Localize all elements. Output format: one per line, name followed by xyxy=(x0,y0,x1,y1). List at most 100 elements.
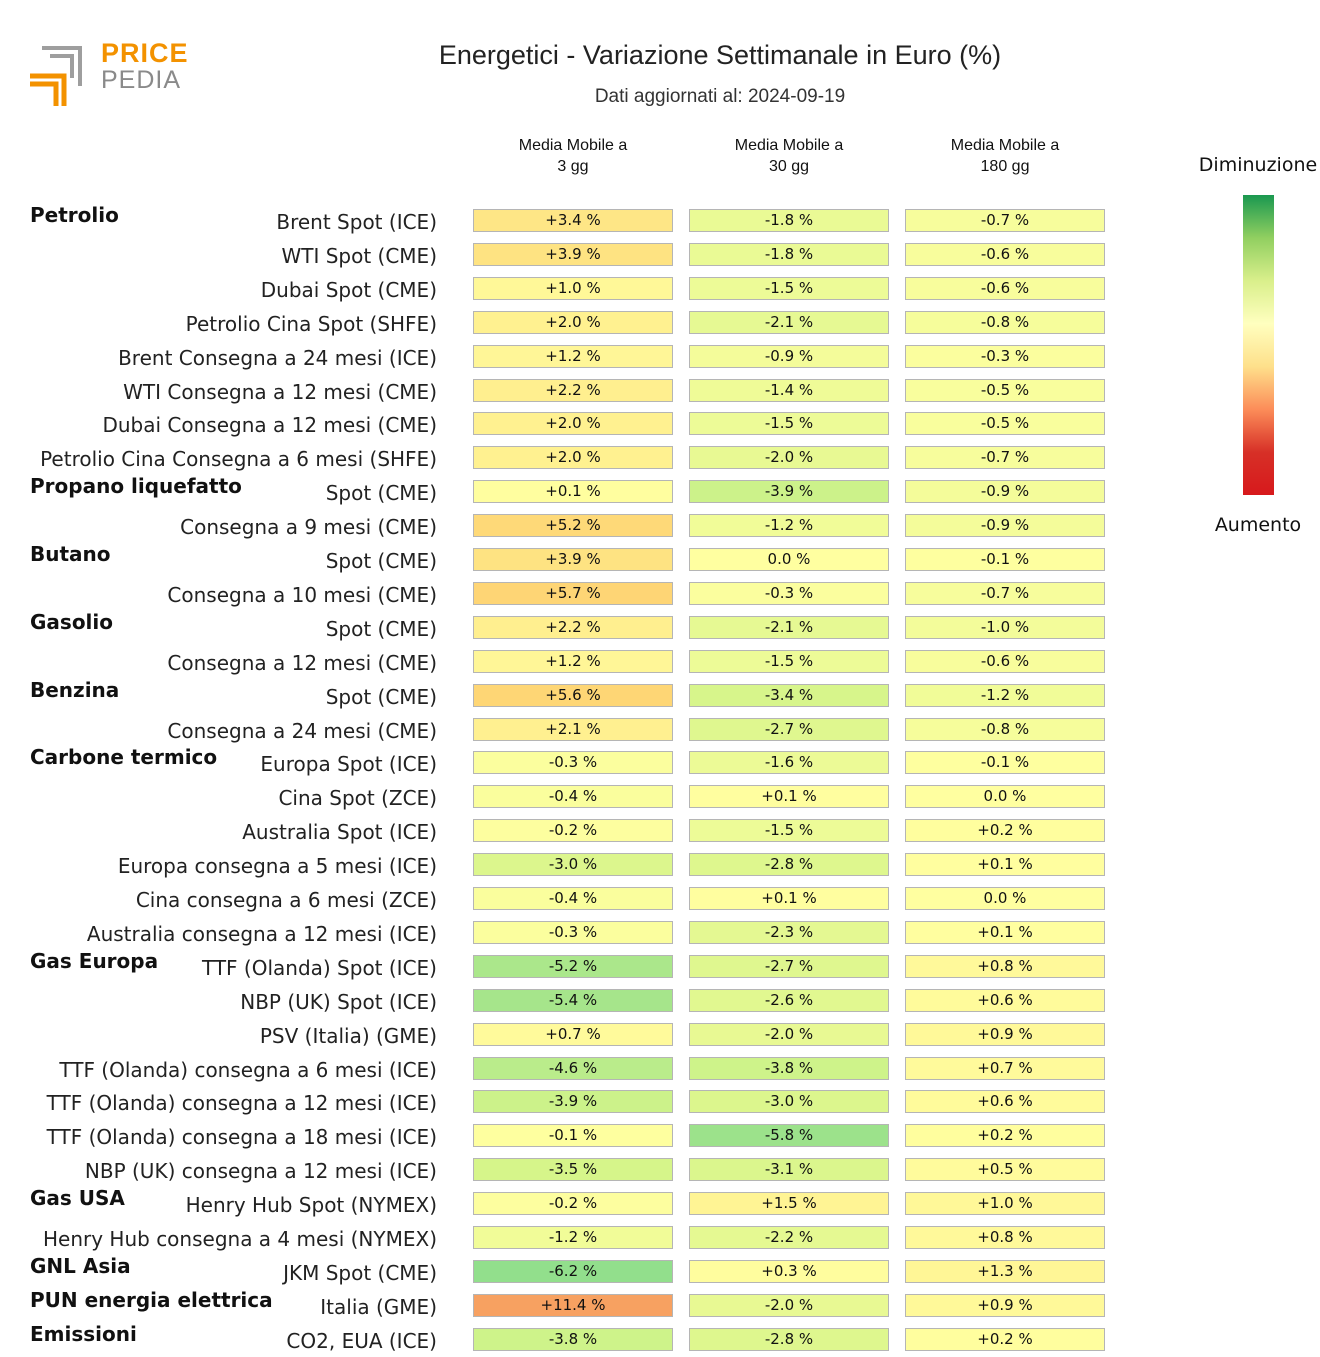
chart-subtitle: Dati aggiornati al: 2024-09-19 xyxy=(594,86,846,107)
heatmap-cell: -0.3 % xyxy=(473,751,673,775)
group-label: PUN energia elettrica xyxy=(30,1287,273,1312)
heatmap-cell: -0.3 % xyxy=(473,920,673,944)
heatmap-cell: -0.6 % xyxy=(905,276,1105,300)
row-label: TTF (Olanda) Spot (ICE) xyxy=(201,955,437,980)
row-label: PSV (Italia) (GME) xyxy=(259,1023,437,1048)
heatmap-cell: -0.6 % xyxy=(905,649,1105,673)
group-label: Benzina xyxy=(30,677,120,702)
group-label: Carbone termico xyxy=(30,745,218,770)
heatmap-cell: -1.5 % xyxy=(689,649,889,673)
heatmap-cell: +0.1 % xyxy=(689,887,889,910)
heatmap-cell: -2.7 % xyxy=(689,954,889,978)
heatmap-cell: -1.2 % xyxy=(473,1226,673,1249)
chart-title: Energetici - Variazione Settimanale in E… xyxy=(438,40,1002,70)
column-header-30gg: Media Mobile a 30 gg xyxy=(734,137,844,175)
row-label: TTF (Olanda) consegna a 18 mesi (ICE) xyxy=(46,1125,437,1150)
row-label: TTF (Olanda) consegna a 6 mesi (ICE) xyxy=(59,1057,437,1082)
heatmap-cell: -0.6 % xyxy=(905,242,1105,266)
heatmap-cell: +2.0 % xyxy=(473,446,673,470)
heatmap-cell: +0.6 % xyxy=(905,988,1105,1012)
legend-label-top: Diminuzione xyxy=(1198,154,1318,176)
logo-text-pedia: PEDIA xyxy=(101,66,182,94)
heatmap-cell: +0.2 % xyxy=(905,1124,1105,1148)
heatmap-cell: -3.8 % xyxy=(473,1327,673,1351)
row-label: Cina Spot (ZCE) xyxy=(278,786,437,811)
heatmap-cell: -2.0 % xyxy=(689,1293,889,1317)
row-label: Dubai Consegna a 12 mesi (CME) xyxy=(102,413,437,438)
heatmap-cell: -3.4 % xyxy=(689,683,889,707)
heatmap-cell: -4.6 % xyxy=(473,1056,673,1080)
group-label: Propano liquefatto xyxy=(30,474,242,499)
heatmap-cell: -3.0 % xyxy=(473,853,673,877)
heatmap-cell: -1.0 % xyxy=(905,615,1105,639)
row-label: Consegna a 10 mesi (CME) xyxy=(167,582,437,607)
row-label: JKM Spot (CME) xyxy=(283,1260,437,1285)
heatmap-cell: +1.2 % xyxy=(473,649,673,673)
heatmap-cell: -0.8 % xyxy=(905,310,1105,334)
heatmap-cell: -5.4 % xyxy=(473,988,673,1012)
heatmap-cell: +0.6 % xyxy=(905,1090,1105,1114)
heatmap-cell: -0.3 % xyxy=(689,581,889,605)
heatmap-cell: -2.7 % xyxy=(689,717,889,741)
heatmap-cell: -1.8 % xyxy=(689,209,889,232)
heatmap-cell: -1.2 % xyxy=(905,683,1105,707)
row-label: Consegna a 24 mesi (CME) xyxy=(167,718,437,743)
heatmap-cell: +11.4 % xyxy=(473,1293,673,1317)
row-label: NBP (UK) Spot (ICE) xyxy=(240,989,437,1014)
heatmap-cell: -2.8 % xyxy=(689,853,889,877)
heatmap-cell: -6.2 % xyxy=(473,1259,673,1283)
heatmap-cell: -0.5 % xyxy=(905,378,1105,402)
row-label: WTI Consegna a 12 mesi (CME) xyxy=(123,379,437,404)
heatmap-cell: +0.9 % xyxy=(905,1293,1105,1317)
row-label: Europa consegna a 5 mesi (ICE) xyxy=(117,854,437,879)
heatmap-cell: +3.9 % xyxy=(473,242,673,266)
group-label: Gas USA xyxy=(30,1186,125,1211)
row-label: Brent Consegna a 24 mesi (ICE) xyxy=(118,345,437,370)
heatmap-cell: +0.2 % xyxy=(905,819,1105,843)
heatmap-cell: -3.9 % xyxy=(689,480,889,504)
heatmap-cell: +0.7 % xyxy=(473,1022,673,1046)
group-label: Gas Europa xyxy=(30,948,159,973)
heatmap-cell: 0.0 % xyxy=(905,887,1105,910)
group-label: Butano xyxy=(30,542,111,566)
row-label: Consegna a 12 mesi (CME) xyxy=(167,650,437,675)
row-label: Dubai Spot (CME) xyxy=(260,277,437,302)
heatmap-cell: -0.7 % xyxy=(905,209,1105,232)
heatmap-cell: -2.1 % xyxy=(689,615,889,639)
heatmap-cell: 0.0 % xyxy=(689,548,889,571)
heatmap-cell: -0.7 % xyxy=(905,446,1105,470)
heatmap-cell: -0.1 % xyxy=(905,751,1105,775)
heatmap-cell: -0.4 % xyxy=(473,785,673,809)
row-label: Spot (CME) xyxy=(325,684,437,709)
heatmap-cell: -3.5 % xyxy=(473,1158,673,1182)
heatmap-cell: -0.9 % xyxy=(905,514,1105,538)
heatmap-cell: +0.8 % xyxy=(905,954,1105,978)
heatmap-cell: -0.3 % xyxy=(905,344,1105,368)
heatmap-cell: +0.7 % xyxy=(905,1056,1105,1080)
row-label: Spot (CME) xyxy=(325,616,437,641)
group-label: Emissioni xyxy=(30,1321,137,1346)
heatmap-cell: +2.2 % xyxy=(473,378,673,402)
heatmap-cell: -0.4 % xyxy=(473,887,673,910)
heatmap-cell: -0.5 % xyxy=(905,412,1105,436)
heatmap-cell: -3.8 % xyxy=(689,1056,889,1080)
heatmap-cell: +1.0 % xyxy=(905,1192,1105,1216)
heatmap-cell: -2.8 % xyxy=(689,1327,889,1351)
column-header-180gg: Media Mobile a 180 gg xyxy=(950,137,1060,175)
heatmap-cell: -2.1 % xyxy=(689,310,889,334)
row-label: TTF (Olanda) consegna a 12 mesi (ICE) xyxy=(46,1091,437,1116)
row-label: Europa Spot (ICE) xyxy=(260,752,437,777)
group-label: GNL Asia xyxy=(30,1253,131,1278)
heatmap-cell: +1.0 % xyxy=(473,276,673,300)
heatmap-cell: +2.0 % xyxy=(473,412,673,436)
heatmap-cell: -0.2 % xyxy=(473,819,673,843)
heatmap-cell: -0.2 % xyxy=(473,1192,673,1216)
heatmap-cell: +3.4 % xyxy=(473,209,673,232)
heatmap-cell: -1.4 % xyxy=(689,378,889,402)
heatmap-cell: -1.8 % xyxy=(689,242,889,266)
heatmap-cell: -1.5 % xyxy=(689,276,889,300)
row-label: Italia (GME) xyxy=(320,1294,437,1319)
heatmap-cell: -3.1 % xyxy=(689,1158,889,1182)
heatmap-cell: -1.2 % xyxy=(689,514,889,538)
row-label: Consegna a 9 mesi (CME) xyxy=(180,515,437,540)
